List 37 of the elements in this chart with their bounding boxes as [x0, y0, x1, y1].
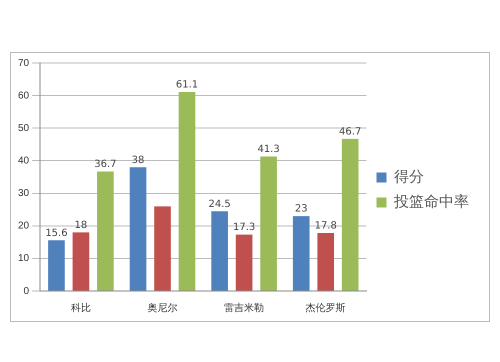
y-tick-label: 70: [18, 58, 30, 69]
bar: [72, 232, 90, 290]
bar: [317, 233, 334, 290]
bar: [211, 211, 228, 290]
bar: [154, 206, 171, 290]
data-label: 46.7: [339, 126, 362, 138]
data-label: 18: [74, 220, 88, 231]
bar: [178, 92, 196, 290]
data-label: 17.8: [314, 220, 337, 232]
y-tick-label: 10: [18, 253, 30, 264]
bar: [48, 240, 65, 290]
data-label: 17.3: [232, 222, 256, 234]
data-label: 15.6: [45, 228, 68, 239]
x-tick-label: 杰伦罗斯: [306, 302, 346, 314]
data-label: 41.3: [257, 144, 280, 156]
bar: [97, 171, 114, 290]
y-tick-label: 20: [18, 220, 30, 232]
data-label: 61.1: [176, 80, 198, 91]
y-tick-label: 60: [18, 90, 30, 102]
legend-label: 投篮命中率: [393, 192, 469, 210]
legend-label: 得分: [394, 167, 424, 186]
x-tick-label: 奥尼尔: [148, 302, 178, 314]
data-label: 23: [294, 204, 308, 215]
y-tick-label: 50: [18, 122, 30, 134]
x-tick-label: 雷吉米勒: [224, 302, 264, 314]
bar: [260, 156, 277, 290]
bar: [236, 234, 252, 290]
y-tick-label: 0: [24, 286, 30, 297]
data-label: 36.7: [94, 159, 117, 170]
bar: [342, 138, 359, 290]
data-label: 38: [132, 154, 144, 166]
bar: [130, 167, 146, 290]
y-tick-label: 40: [18, 155, 30, 166]
bar: [292, 216, 310, 290]
y-tick-label: 30: [18, 188, 30, 200]
data-label: 24.5: [208, 198, 231, 210]
x-tick-label: 科比: [70, 302, 91, 314]
